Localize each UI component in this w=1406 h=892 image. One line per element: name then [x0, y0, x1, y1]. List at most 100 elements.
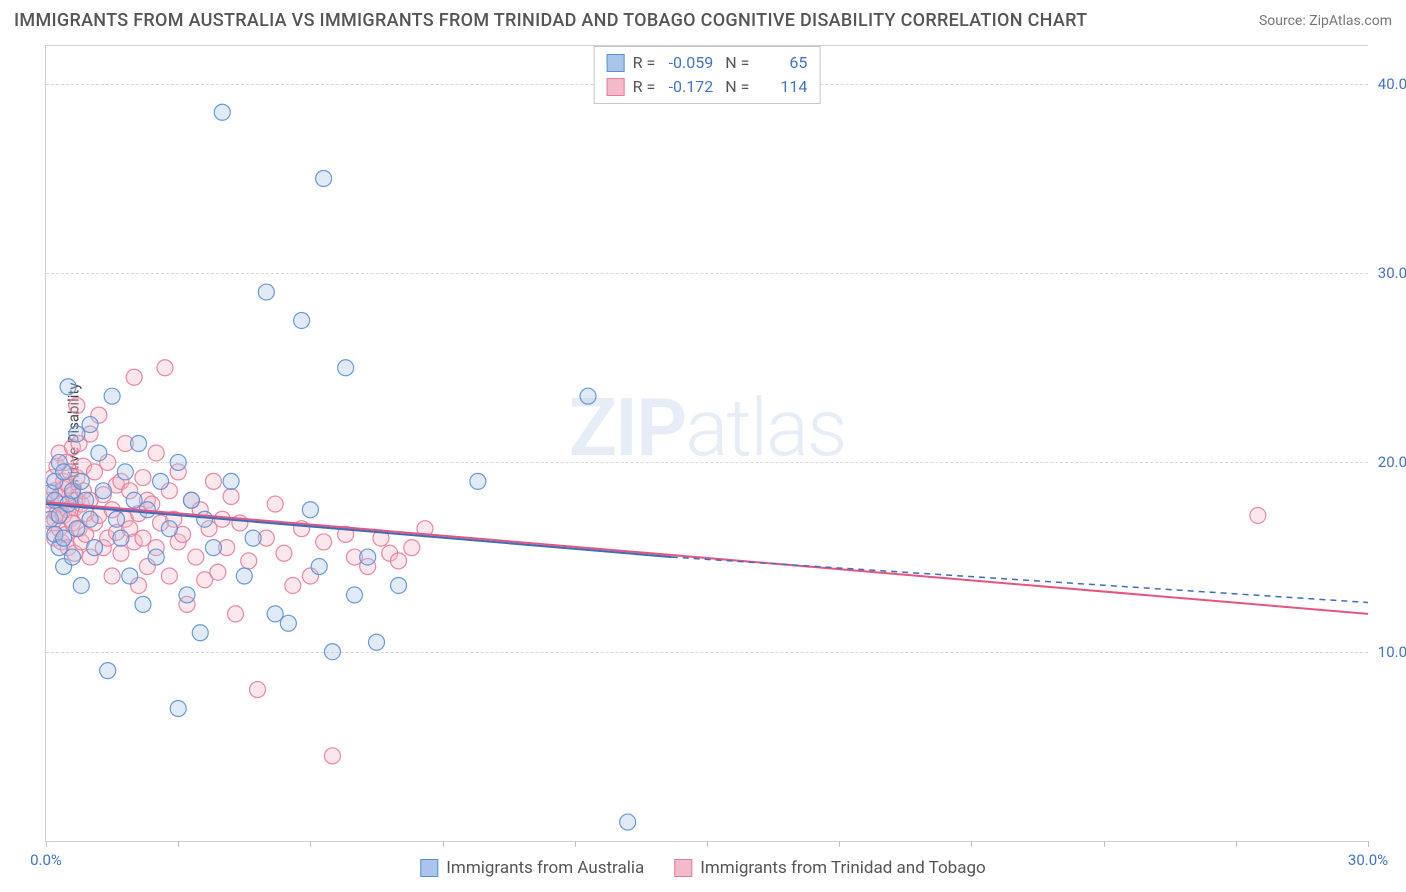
scatter-point	[276, 545, 292, 561]
x-tick	[46, 841, 47, 847]
scatter-point	[135, 596, 151, 612]
x-tick	[971, 841, 972, 847]
chart-title: IMMIGRANTS FROM AUSTRALIA VS IMMIGRANTS …	[14, 10, 1087, 31]
scatter-point	[1250, 507, 1266, 523]
source-prefix: Source:	[1259, 13, 1309, 29]
scatter-point	[131, 436, 147, 452]
scatter-point	[391, 577, 407, 593]
scatter-point	[109, 511, 125, 527]
chart-container: IMMIGRANTS FROM AUSTRALIA VS IMMIGRANTS …	[0, 0, 1406, 892]
scatter-point	[316, 534, 332, 550]
y-tick-label: 10.0%	[1372, 643, 1406, 661]
scatter-point	[311, 559, 327, 575]
scatter-point	[179, 587, 195, 603]
scatter-point	[126, 369, 142, 385]
legend-stats-row-1: R = -0.059 N = 65	[607, 51, 808, 75]
scatter-point	[170, 701, 186, 717]
legend-item-australia: Immigrants from Australia	[420, 858, 644, 878]
legend-stats: R = -0.059 N = 65 R = -0.172 N = 114	[594, 46, 821, 104]
x-tick-label: 0.0%	[30, 851, 62, 869]
legend-r-value-1: -0.059	[663, 51, 713, 75]
scatter-point	[205, 540, 221, 556]
scatter-point	[157, 360, 173, 376]
scatter-point	[620, 814, 636, 830]
x-tick	[707, 841, 708, 847]
scatter-point	[69, 398, 85, 414]
scatter-point	[346, 587, 362, 603]
scatter-point	[104, 388, 120, 404]
plot-area: ZIPatlas R = -0.059 N = 65 R = -0.172 N …	[45, 45, 1368, 842]
legend-label-australia: Immigrants from Australia	[446, 858, 644, 878]
scatter-point	[170, 454, 186, 470]
scatter-point	[148, 549, 164, 565]
scatter-point	[64, 549, 80, 565]
legend-n-label-2: N =	[721, 75, 749, 99]
source-name: ZipAtlas.com	[1309, 13, 1392, 29]
legend-r-value-2: -0.172	[663, 75, 713, 99]
x-tick	[178, 841, 179, 847]
scatter-point	[82, 511, 98, 527]
scatter-point	[210, 564, 226, 580]
scatter-point	[73, 577, 89, 593]
scatter-point	[324, 748, 340, 764]
scatter-point	[60, 379, 76, 395]
scatter-point	[227, 606, 243, 622]
title-bar: IMMIGRANTS FROM AUSTRALIA VS IMMIGRANTS …	[14, 10, 1392, 31]
scatter-point	[95, 483, 111, 499]
scatter-point	[153, 473, 169, 489]
legend-series: Immigrants from Australia Immigrants fro…	[420, 858, 985, 878]
legend-n-value-1: 65	[757, 51, 807, 75]
scatter-point	[214, 104, 230, 120]
scatter-point	[86, 540, 102, 556]
scatter-point	[338, 360, 354, 376]
scatter-point	[470, 473, 486, 489]
regression-line-australia-extrapolated	[672, 557, 1368, 602]
scatter-point	[258, 284, 274, 300]
scatter-point	[135, 470, 151, 486]
legend-item-trinidad: Immigrants from Trinidad and Tobago	[674, 858, 985, 878]
y-tick-label: 30.0%	[1372, 264, 1406, 282]
scatter-point	[267, 496, 283, 512]
x-tick-label: 30.0%	[1348, 851, 1388, 869]
scatter-point	[73, 473, 89, 489]
legend-swatch-australia	[607, 54, 625, 72]
data-layer	[46, 46, 1368, 841]
scatter-point	[391, 553, 407, 569]
scatter-point	[192, 625, 208, 641]
scatter-point	[302, 502, 318, 518]
legend-label-trinidad: Immigrants from Trinidad and Tobago	[700, 858, 985, 878]
scatter-point	[245, 530, 261, 546]
x-tick	[443, 841, 444, 847]
scatter-point	[285, 577, 301, 593]
legend-r-label-2: R =	[633, 75, 656, 99]
x-tick	[310, 841, 311, 847]
y-tick-label: 20.0%	[1372, 453, 1406, 471]
scatter-point	[197, 511, 213, 527]
scatter-point	[82, 417, 98, 433]
scatter-point	[104, 568, 120, 584]
scatter-point	[56, 464, 72, 480]
scatter-point	[294, 312, 310, 328]
scatter-point	[324, 644, 340, 660]
scatter-point	[117, 464, 133, 480]
scatter-point	[580, 388, 596, 404]
scatter-point	[148, 445, 164, 461]
scatter-point	[360, 549, 376, 565]
x-tick	[1236, 841, 1237, 847]
legend-swatch-australia-bottom	[420, 859, 438, 877]
scatter-point	[113, 530, 129, 546]
scatter-point	[369, 634, 385, 650]
legend-swatch-trinidad	[607, 78, 625, 96]
scatter-point	[250, 682, 266, 698]
scatter-point	[161, 521, 177, 537]
legend-swatch-trinidad-bottom	[674, 859, 692, 877]
scatter-point	[316, 171, 332, 187]
x-tick	[1104, 841, 1105, 847]
x-tick	[575, 841, 576, 847]
legend-n-label-1: N =	[721, 51, 749, 75]
legend-stats-row-2: R = -0.172 N = 114	[607, 75, 808, 99]
scatter-point	[241, 553, 257, 569]
legend-r-label-1: R =	[633, 51, 656, 75]
scatter-point	[223, 473, 239, 489]
scatter-point	[161, 568, 177, 584]
